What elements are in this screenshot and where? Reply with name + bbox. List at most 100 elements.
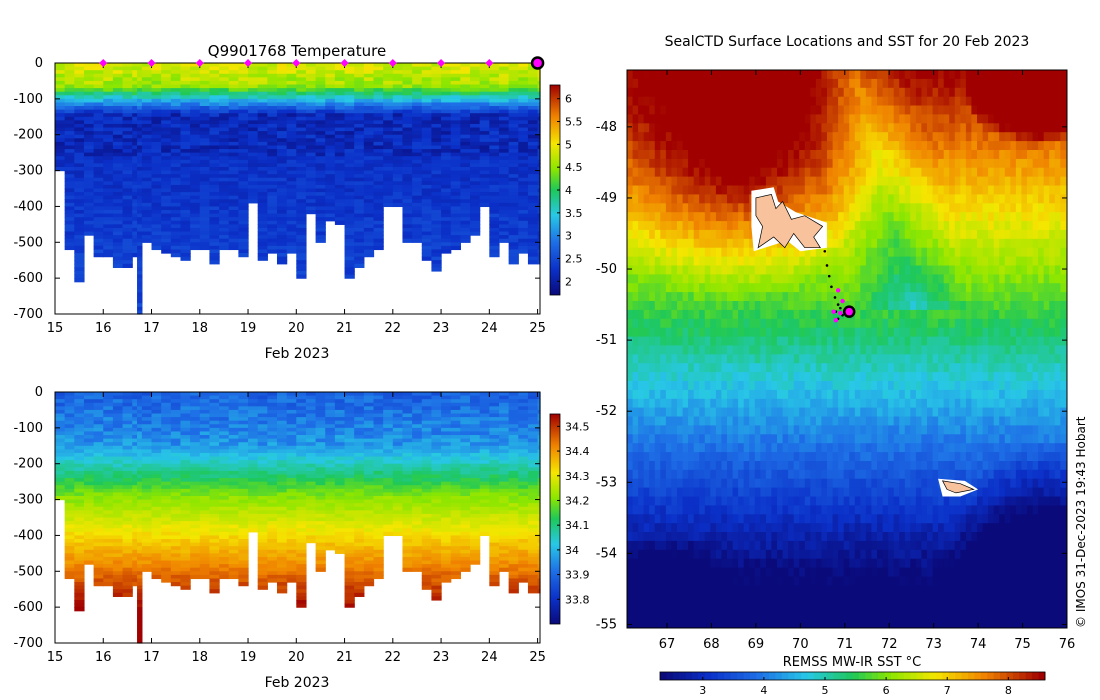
heat-cell	[151, 442, 162, 447]
heat-cell	[103, 395, 114, 400]
heat-cell	[421, 249, 433, 254]
heat-cell	[112, 564, 124, 569]
heat-cell	[219, 192, 230, 197]
heat-cell	[470, 177, 481, 182]
heat-cell	[296, 206, 307, 211]
heat-cell	[354, 571, 365, 576]
heat-cell	[334, 517, 346, 522]
heat-cell	[354, 149, 365, 154]
heat-cell	[151, 231, 162, 236]
heat-cell	[508, 123, 519, 129]
heat-cell	[248, 395, 259, 400]
heat-cell	[190, 131, 201, 136]
heat-cell	[257, 539, 268, 544]
heat-cell	[257, 98, 268, 104]
heat-cell	[122, 66, 133, 71]
heat-cell	[219, 156, 230, 161]
heat-cell	[296, 402, 307, 407]
heat-cell	[527, 195, 539, 200]
current-profile-marker	[530, 56, 545, 70]
heat-cell	[180, 141, 191, 147]
heat-cell	[402, 409, 413, 415]
heat-cell	[151, 549, 162, 554]
heat-cell	[141, 445, 153, 450]
heat-cell	[296, 413, 307, 418]
colorbar-tick-label: 6	[565, 93, 572, 106]
heat-cell	[180, 220, 191, 225]
heat-cell	[141, 206, 153, 211]
heat-cell	[305, 417, 317, 422]
heat-cell	[55, 463, 66, 468]
heat-cell	[190, 556, 201, 562]
heat-cell	[441, 238, 452, 243]
colorbar-tick-label: 2.5	[565, 252, 583, 265]
heat-cell	[132, 84, 138, 89]
heat-cell	[373, 431, 384, 436]
heat-cell	[180, 521, 191, 526]
heat-cell	[103, 474, 114, 479]
heat-cell	[373, 120, 384, 125]
heat-cell	[276, 503, 288, 508]
heat-cell	[441, 224, 452, 229]
heat-cell	[137, 628, 143, 633]
heat-cell	[537, 116, 541, 121]
heat-cell	[363, 413, 375, 418]
heat-cell	[161, 163, 172, 168]
heat-cell	[141, 517, 153, 522]
heat-cell	[508, 163, 519, 168]
heat-cell	[137, 238, 143, 243]
heat-cell	[450, 449, 461, 454]
heat-cell	[489, 195, 500, 200]
heat-cell	[209, 542, 220, 547]
heat-cell	[64, 163, 75, 168]
heat-cell	[383, 528, 394, 533]
heat-cell	[392, 70, 404, 75]
heat-cell	[74, 506, 85, 511]
heat-cell	[209, 127, 220, 132]
heat-cell	[55, 73, 66, 78]
heat-cell	[296, 460, 307, 465]
heat-cell	[470, 149, 481, 154]
heat-cell	[161, 470, 172, 476]
heat-cell	[267, 506, 278, 511]
heat-cell	[137, 285, 143, 290]
heat-cell	[441, 220, 452, 225]
heat-cell	[228, 217, 239, 222]
heat-cell	[190, 152, 201, 157]
heat-cell	[296, 152, 307, 157]
heat-cell	[83, 424, 95, 429]
heat-cell	[219, 517, 230, 522]
heat-cell	[498, 134, 510, 139]
heat-cell	[137, 435, 143, 440]
heat-cell	[276, 91, 288, 96]
heat-cell	[64, 213, 75, 218]
heat-cell	[527, 245, 539, 251]
heat-cell	[83, 116, 95, 121]
heat-cell	[199, 184, 211, 190]
heat-cell	[209, 571, 220, 576]
heat-cell	[161, 456, 172, 461]
heat-cell	[354, 510, 365, 515]
heat-cell	[199, 499, 211, 504]
heat-cell	[276, 195, 288, 200]
heat-cell	[518, 217, 529, 222]
heat-cell	[354, 213, 365, 218]
heat-cell	[383, 510, 394, 515]
heat-cell	[518, 210, 529, 215]
heat-cell	[103, 66, 114, 71]
heat-cell	[180, 478, 191, 483]
heat-cell	[363, 249, 375, 254]
heat-cell	[412, 460, 423, 465]
heat-cell	[209, 80, 220, 86]
heat-cell	[431, 141, 442, 147]
heat-cell	[334, 409, 346, 415]
profile-marker	[244, 59, 253, 67]
heat-cell	[334, 392, 346, 397]
heat-cell	[190, 528, 201, 533]
heat-cell	[305, 506, 317, 511]
heat-cell	[93, 206, 104, 211]
heat-cell	[257, 141, 268, 147]
heat-cell	[508, 156, 519, 161]
heat-cell	[344, 116, 355, 121]
heat-cell	[363, 120, 375, 125]
